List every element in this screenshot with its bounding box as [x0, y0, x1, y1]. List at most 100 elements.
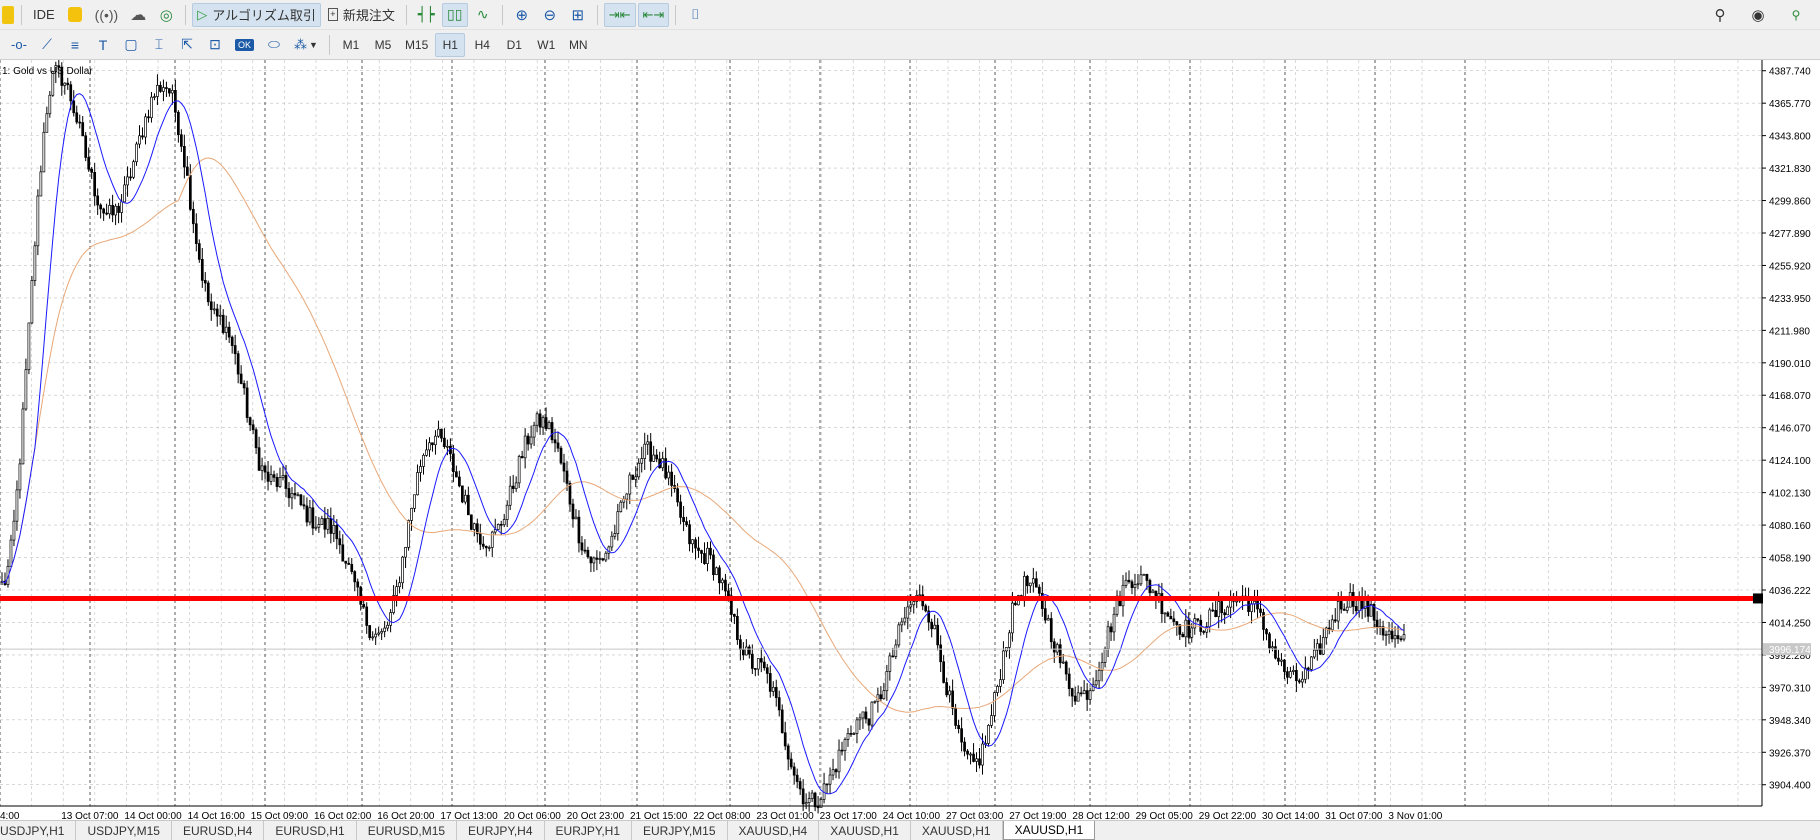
zoom-in-icon[interactable]: ⊕ — [515, 6, 529, 24]
candle-body — [792, 766, 796, 776]
candle-body — [455, 471, 458, 478]
dollar-icon[interactable] — [1, 3, 15, 27]
auto-scroll-icon[interactable]: ⇥⇤ — [603, 2, 636, 27]
y-tick-label: 4387.740 — [1769, 67, 1811, 78]
level-icon[interactable]: ⚲ — [1791, 8, 1801, 22]
rectangle-icon[interactable]: ▢ — [124, 36, 138, 52]
play-icon: ▷ — [197, 6, 208, 22]
shapes-icon[interactable]: ⬭ — [268, 36, 280, 52]
ide-button[interactable]: IDE — [33, 7, 55, 22]
timeframe-h4[interactable]: H4 — [474, 37, 490, 52]
candle-body — [930, 621, 934, 630]
candle-body — [1070, 688, 1074, 697]
screenshot-icon[interactable]: ⌷ — [691, 6, 700, 22]
candle-body — [377, 632, 381, 635]
vps-icon[interactable]: ◎ — [159, 6, 173, 24]
chart-tab[interactable]: USDJPY,H1 — [0, 821, 77, 840]
candle-body — [727, 590, 730, 597]
candle-body — [293, 493, 297, 496]
chart-window[interactable]: 4387.740 4365.770 4343.800 4321.830 4299.860… — [0, 60, 1820, 822]
timeframe-m15[interactable]: M15 — [404, 37, 429, 52]
x-tick-label: 31 Oct 07:00 — [1325, 811, 1383, 822]
objects-menu-icon[interactable]: ⁂ ▼ — [294, 36, 318, 52]
candle-body — [960, 728, 963, 743]
candle-body — [446, 445, 449, 448]
candle-body — [138, 135, 141, 145]
timeframe-m5[interactable]: M5 — [374, 37, 392, 52]
candle-body — [1172, 618, 1176, 623]
candle-body — [452, 453, 455, 473]
candle-body — [437, 428, 440, 437]
y-tick-label: 3948.340 — [1769, 716, 1811, 727]
tile-windows-icon[interactable]: ⊞ — [571, 6, 585, 24]
candle-body — [637, 462, 641, 478]
x-tick-label: 16 Oct 02:00 — [314, 811, 372, 822]
chart-tab[interactable]: EURJPY,H4 — [457, 821, 545, 840]
timeframe-d1[interactable]: D1 — [506, 37, 522, 52]
candle-body — [864, 711, 868, 720]
shopping-bag-icon[interactable] — [62, 3, 88, 27]
candle-body — [150, 96, 153, 119]
algo-trading-button[interactable]: ▷ アルゴリズム取引 — [192, 2, 321, 27]
candle-body — [1166, 612, 1170, 617]
candle-body — [547, 422, 551, 430]
text-label-icon[interactable]: ⌶ — [154, 36, 164, 52]
x-tick-label: 16 Oct 20:00 — [377, 811, 435, 822]
account-icon[interactable]: ◉ — [1751, 7, 1765, 24]
y-tick-label: 4299.860 — [1769, 197, 1811, 208]
candlestick-icon[interactable]: ▯▯ — [441, 2, 468, 27]
chart-tab[interactable]: XAUUSD,H1 — [911, 821, 1003, 840]
candle-body — [281, 475, 285, 478]
timeframe-w1[interactable]: W1 — [537, 37, 556, 52]
candle-body — [257, 447, 261, 471]
candle-body — [1330, 619, 1334, 631]
chart-tab[interactable]: XAUUSD,H4 — [728, 821, 820, 840]
candle-body — [709, 547, 712, 556]
signal-icon[interactable]: ((•)) — [94, 6, 119, 23]
zoom-out-icon[interactable]: ⊖ — [543, 6, 557, 24]
candle-body — [604, 552, 608, 561]
candle-body — [1220, 601, 1224, 614]
timeframe-h1[interactable]: H1 — [435, 32, 466, 57]
candle-body — [1037, 586, 1041, 594]
candle-body — [589, 556, 593, 564]
new-order-button[interactable]: + 新規注文 — [323, 3, 400, 27]
indicator-icon[interactable]: ⊡ — [209, 36, 221, 52]
chart-tab[interactable]: EURUSD,H1 — [264, 821, 357, 840]
bar-chart-icon[interactable]: ┥┝ — [417, 6, 435, 22]
candle-body — [670, 471, 673, 486]
button-object-icon[interactable]: OK — [230, 33, 259, 57]
candle-body — [1259, 608, 1262, 613]
candle-body — [691, 539, 694, 545]
timeframe-m1[interactable]: M1 — [342, 37, 360, 52]
arrow-icon[interactable]: ⇱ — [181, 36, 193, 52]
line-chart-icon[interactable]: ∿ — [476, 6, 489, 22]
candle-body — [565, 470, 569, 484]
chart-tab[interactable]: EURJPY,M15 — [632, 821, 728, 840]
trendline-icon[interactable]: ⟋ — [42, 36, 52, 52]
cloud-icon[interactable]: ☁ — [130, 6, 147, 24]
channel-icon[interactable]: ≡ — [70, 36, 80, 53]
chart-tab[interactable]: EURUSD,H4 — [172, 821, 265, 840]
candle-body — [1127, 579, 1131, 583]
y-tick-label: 4014.250 — [1769, 618, 1811, 629]
candle-body — [804, 802, 808, 805]
x-tick-label: 22 Oct 08:00 — [693, 811, 751, 822]
search-icon[interactable]: ⚲ — [1714, 7, 1726, 24]
candle-body — [60, 66, 64, 86]
chart-tab[interactable]: XAUUSD,H1 — [1002, 821, 1096, 840]
candle-body — [1298, 680, 1301, 683]
timeframe-mn[interactable]: MN — [568, 37, 588, 52]
candle-body — [688, 524, 691, 545]
chart-tab[interactable]: EURJPY,H1 — [545, 821, 633, 840]
text-icon[interactable]: T — [98, 36, 108, 53]
crosshair-icon[interactable]: -o- — [11, 37, 27, 52]
candle-body — [616, 511, 620, 534]
candle-body — [317, 524, 321, 528]
chart-shift-icon[interactable]: ⇤⇥ — [637, 2, 670, 27]
chart-tab[interactable]: USDJPY,M15 — [76, 821, 172, 840]
chart-tab[interactable]: XAUUSD,H1 — [819, 821, 911, 840]
candle-body — [48, 94, 52, 115]
chart-tab[interactable]: EURUSD,M15 — [357, 821, 458, 840]
price-chart[interactable]: 4387.740 4365.770 4343.800 4321.830 4299.860… — [0, 60, 1820, 822]
